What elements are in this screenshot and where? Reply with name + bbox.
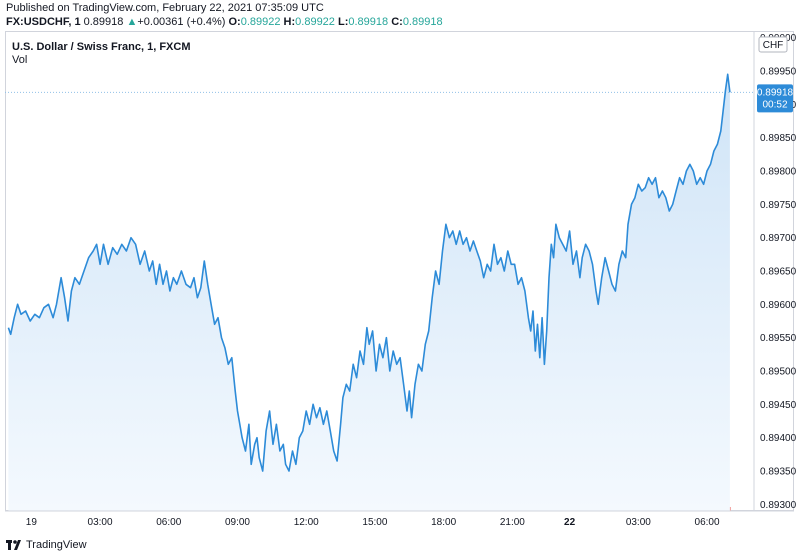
up-arrow-icon: ▲ <box>126 16 138 28</box>
x-tick-label: 06:00 <box>156 517 181 528</box>
high-label: H: <box>283 16 296 28</box>
y-tick-label: 0.89400 <box>760 433 797 444</box>
close-value: 0.89918 <box>402 16 443 28</box>
x-tick-label: 09:00 <box>225 517 250 528</box>
y-tick-label: 0.89700 <box>760 233 797 244</box>
x-tick-label: 03:00 <box>88 517 113 528</box>
y-tick-label: 0.89450 <box>760 400 797 411</box>
y-tick-label: 0.89950 <box>760 67 797 78</box>
published-caption: Published on TradingView.com, February 2… <box>6 2 324 14</box>
x-tick-label: 19 <box>26 517 38 528</box>
y-tick-label: 0.89600 <box>760 300 797 311</box>
quote-summary: FX:USDCHF, 1 0.89918 ▲+0.00361 (+0.4%) O… <box>6 16 443 28</box>
x-tick-label: 15:00 <box>362 517 387 528</box>
y-tick-label: 0.89500 <box>760 367 797 378</box>
close-label: C: <box>391 16 403 28</box>
last-price: 0.89918 <box>83 16 124 28</box>
open-value: 0.89922 <box>240 16 281 28</box>
x-tick-label: 03:00 <box>626 517 651 528</box>
x-tick-label: 22 <box>564 517 576 528</box>
y-tick-label: 0.89850 <box>760 133 797 144</box>
currency-label: CHF <box>763 40 784 51</box>
y-tick-label: 0.89800 <box>760 167 797 178</box>
x-tick-label: 21:00 <box>500 517 525 528</box>
tradingview-logo[interactable]: TradingView <box>6 539 87 551</box>
open-label: O: <box>228 16 241 28</box>
y-tick-label: 0.89650 <box>760 267 797 278</box>
high-value: 0.89922 <box>295 16 335 28</box>
legend-volume: Vol <box>12 54 28 66</box>
y-tick-label: 0.89550 <box>760 333 797 344</box>
x-tick-label: 12:00 <box>294 517 319 528</box>
last-price-tag-value: 0.89918 <box>757 87 794 98</box>
low-value: 0.89918 <box>348 16 389 28</box>
last-price-tag: 0.89918 00:52 <box>757 84 794 113</box>
tradingview-logo-icon <box>6 540 21 550</box>
bar-countdown: 00:52 <box>762 99 787 110</box>
price-series-line <box>7 73 731 472</box>
legend-title: U.S. Dollar / Swiss Franc, 1, FXCM <box>12 41 191 53</box>
symbol-label: FX:USDCHF, 1 <box>6 16 81 28</box>
y-tick-label: 0.89350 <box>760 467 797 478</box>
tradingview-brand: TradingView <box>26 539 87 551</box>
x-tick-label: 18:00 <box>431 517 456 528</box>
price-change: +0.00361 (+0.4%) <box>137 16 226 28</box>
volume-bar <box>728 507 731 511</box>
x-tick-label: 06:00 <box>695 517 720 528</box>
price-area-fill <box>8 74 730 512</box>
low-label: L: <box>337 16 349 28</box>
y-tick-label: 0.89750 <box>760 200 797 211</box>
x-axis: 19 03:00 06:00 09:00 12:00 15:00 18:00 21:00 22 0… <box>26 517 720 528</box>
currency-tag[interactable]: CHF <box>758 36 788 53</box>
y-tick-label: 0.89300 <box>760 500 797 511</box>
